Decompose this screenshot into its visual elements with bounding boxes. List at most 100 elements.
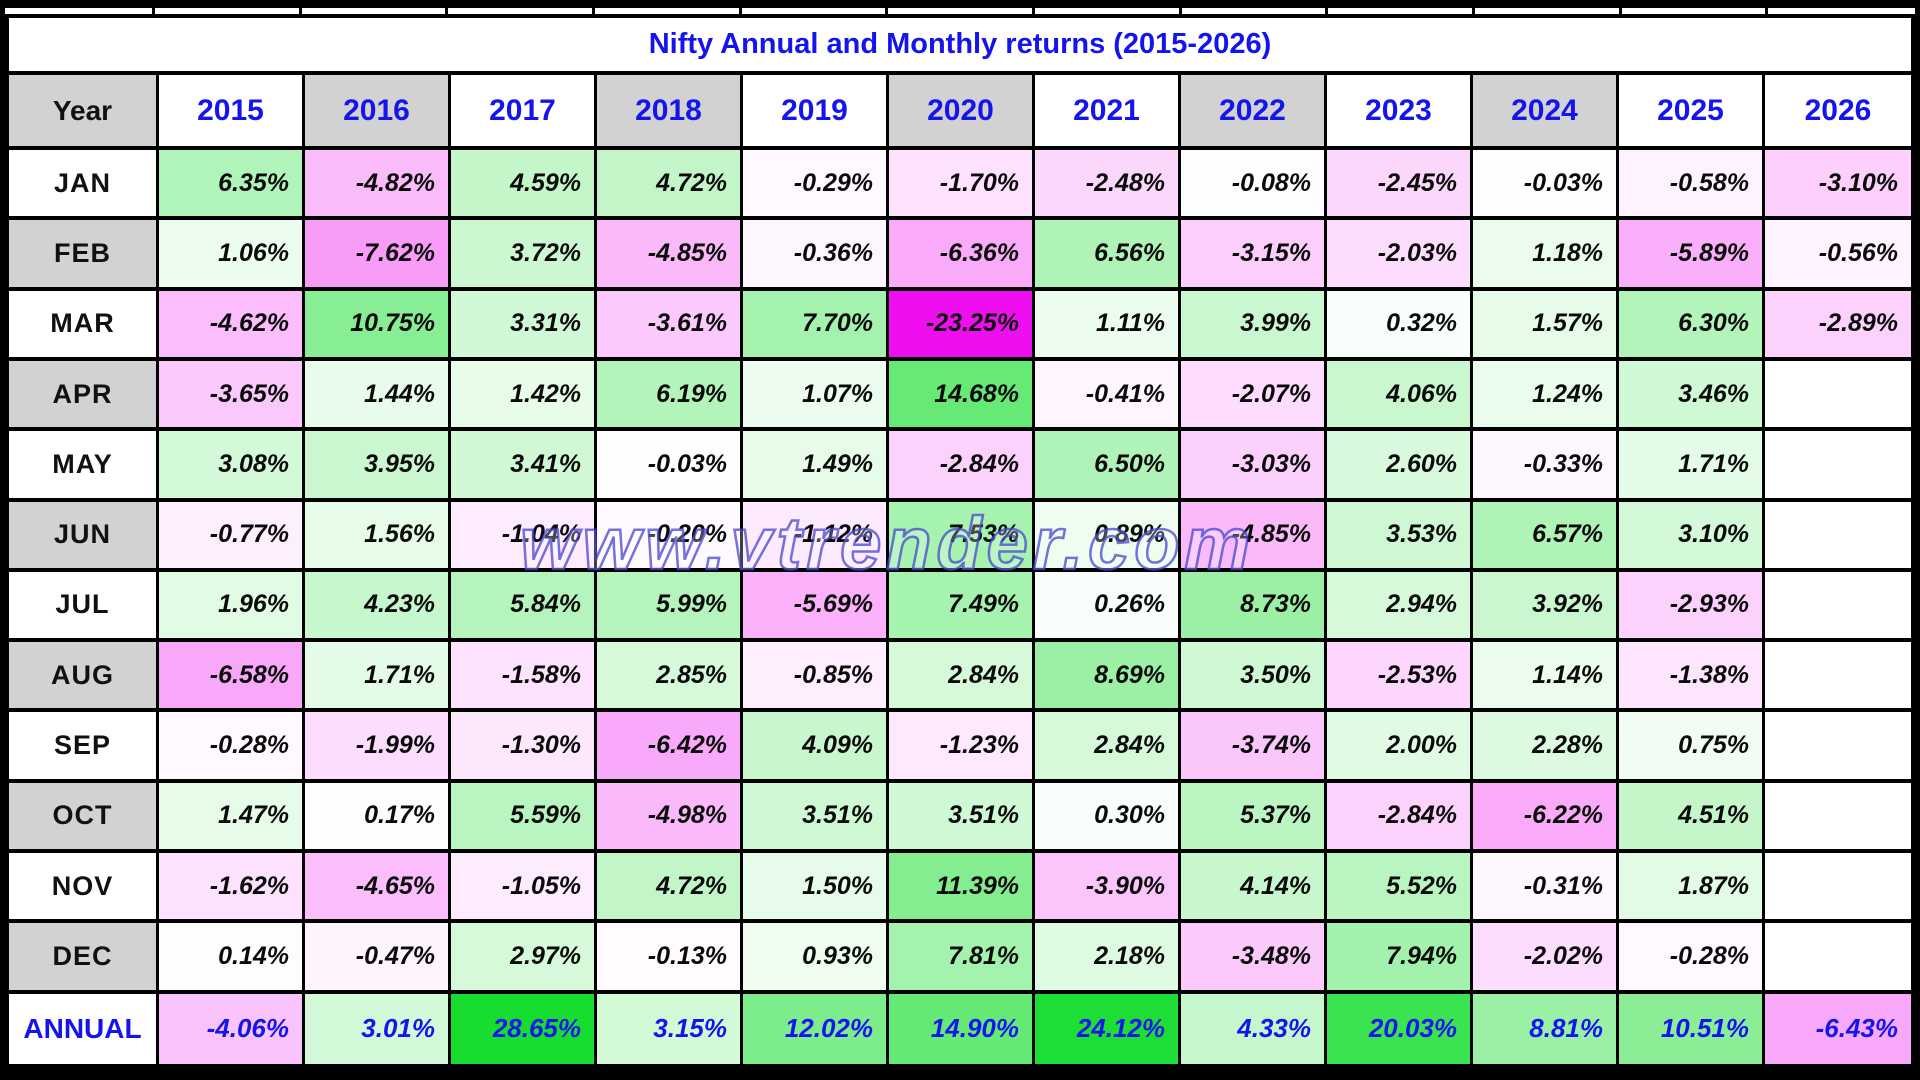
row-label-feb: FEB	[9, 220, 159, 291]
cell-jan-2021: -2.48%	[1035, 150, 1181, 221]
cell-may-2024: -0.33%	[1473, 431, 1619, 502]
cell-feb-2025: -5.89%	[1619, 220, 1765, 291]
nifty-returns-table: Nifty Annual and Monthly returns (2015-2…	[5, 14, 1915, 1068]
cell-apr-2015: -3.65%	[159, 360, 305, 432]
column-notch	[742, 8, 889, 14]
cell-annual-2019: 12.02%	[743, 993, 889, 1064]
cell-jan-2025: -0.58%	[1619, 150, 1765, 221]
cell-feb-2018: -4.85%	[597, 220, 743, 291]
cell-annual-2016: 3.01%	[305, 993, 451, 1064]
cell-jan-2022: -0.08%	[1181, 150, 1327, 221]
cell-mar-2023: 0.32%	[1327, 290, 1473, 361]
row-label-mar: MAR	[9, 290, 159, 361]
cell-aug-2024: 1.14%	[1473, 642, 1619, 713]
column-header-2024: 2024	[1473, 75, 1619, 150]
cell-nov-2015: -1.62%	[159, 853, 305, 924]
cell-oct-2021: 0.30%	[1035, 782, 1181, 854]
cell-apr-2023: 4.06%	[1327, 360, 1473, 432]
cell-aug-2019: -0.85%	[743, 642, 889, 713]
cell-jun-2019: -1.12%	[743, 501, 889, 572]
column-header-2018: 2018	[597, 75, 743, 150]
cell-dec-2025: -0.28%	[1619, 923, 1765, 994]
column-header-2022: 2022	[1181, 75, 1327, 150]
cell-dec-2026	[1765, 923, 1911, 994]
cell-feb-2020: -6.36%	[889, 220, 1035, 291]
column-header-2016: 2016	[305, 75, 451, 150]
cell-jan-2024: -0.03%	[1473, 150, 1619, 221]
cell-oct-2022: 5.37%	[1181, 782, 1327, 854]
row-label-apr: APR	[9, 360, 159, 432]
cell-aug-2018: 2.85%	[597, 642, 743, 713]
cell-may-2026	[1765, 431, 1911, 502]
cell-jun-2016: 1.56%	[305, 501, 451, 572]
cell-annual-2023: 20.03%	[1327, 993, 1473, 1064]
cell-jan-2017: 4.59%	[451, 150, 597, 221]
cell-oct-2024: -6.22%	[1473, 782, 1619, 854]
cell-sep-2021: 2.84%	[1035, 712, 1181, 783]
cell-oct-2026	[1765, 782, 1911, 854]
cell-feb-2019: -0.36%	[743, 220, 889, 291]
column-notch	[1182, 8, 1329, 14]
cell-annual-2021: 24.12%	[1035, 993, 1181, 1064]
cell-apr-2017: 1.42%	[451, 360, 597, 432]
cell-aug-2020: 2.84%	[889, 642, 1035, 713]
column-notch	[302, 8, 449, 14]
cell-apr-2020: 14.68%	[889, 360, 1035, 432]
column-notch	[1035, 8, 1182, 14]
cell-aug-2017: -1.58%	[451, 642, 597, 713]
cell-jan-2019: -0.29%	[743, 150, 889, 221]
returns-table-sheet: Nifty Annual and Monthly returns (2015-2…	[5, 8, 1915, 1068]
cell-jul-2026	[1765, 571, 1911, 643]
cell-may-2017: 3.41%	[451, 431, 597, 502]
cell-aug-2023: -2.53%	[1327, 642, 1473, 713]
cell-jul-2022: 8.73%	[1181, 571, 1327, 643]
cell-may-2016: 3.95%	[305, 431, 451, 502]
cell-oct-2025: 4.51%	[1619, 782, 1765, 854]
cell-may-2019: 1.49%	[743, 431, 889, 502]
cell-dec-2024: -2.02%	[1473, 923, 1619, 994]
row-label-annual: ANNUAL	[9, 993, 159, 1064]
cell-nov-2020: 11.39%	[889, 853, 1035, 924]
cell-sep-2026	[1765, 712, 1911, 783]
cell-apr-2022: -2.07%	[1181, 360, 1327, 432]
cell-jul-2024: 3.92%	[1473, 571, 1619, 643]
cell-nov-2017: -1.05%	[451, 853, 597, 924]
cell-annual-2024: 8.81%	[1473, 993, 1619, 1064]
cell-aug-2016: 1.71%	[305, 642, 451, 713]
cell-mar-2024: 1.57%	[1473, 290, 1619, 361]
cell-annual-2020: 14.90%	[889, 993, 1035, 1064]
cell-dec-2023: 7.94%	[1327, 923, 1473, 994]
cell-nov-2016: -4.65%	[305, 853, 451, 924]
cell-may-2023: 2.60%	[1327, 431, 1473, 502]
cell-jun-2023: 3.53%	[1327, 501, 1473, 572]
row-label-jul: JUL	[9, 571, 159, 643]
cell-annual-2018: 3.15%	[597, 993, 743, 1064]
row-label-sep: SEP	[9, 712, 159, 783]
cell-annual-2025: 10.51%	[1619, 993, 1765, 1064]
cell-jul-2021: 0.26%	[1035, 571, 1181, 643]
cell-jan-2018: 4.72%	[597, 150, 743, 221]
cell-dec-2016: -0.47%	[305, 923, 451, 994]
row-label-may: MAY	[9, 431, 159, 502]
cell-sep-2016: -1.99%	[305, 712, 451, 783]
cell-mar-2026: -2.89%	[1765, 290, 1911, 361]
cell-apr-2026	[1765, 360, 1911, 432]
column-header-2015: 2015	[159, 75, 305, 150]
cell-jul-2025: -2.93%	[1619, 571, 1765, 643]
cell-may-2015: 3.08%	[159, 431, 305, 502]
cell-apr-2025: 3.46%	[1619, 360, 1765, 432]
cell-jan-2016: -4.82%	[305, 150, 451, 221]
cell-apr-2019: 1.07%	[743, 360, 889, 432]
cell-oct-2019: 3.51%	[743, 782, 889, 854]
cell-feb-2026: -0.56%	[1765, 220, 1911, 291]
cell-sep-2015: -0.28%	[159, 712, 305, 783]
row-label-jun: JUN	[9, 501, 159, 572]
cell-mar-2022: 3.99%	[1181, 290, 1327, 361]
cell-aug-2026	[1765, 642, 1911, 713]
cell-dec-2017: 2.97%	[451, 923, 597, 994]
cell-mar-2018: -3.61%	[597, 290, 743, 361]
column-notch	[1622, 8, 1769, 14]
cell-feb-2016: -7.62%	[305, 220, 451, 291]
cell-nov-2019: 1.50%	[743, 853, 889, 924]
row-label-nov: NOV	[9, 853, 159, 924]
